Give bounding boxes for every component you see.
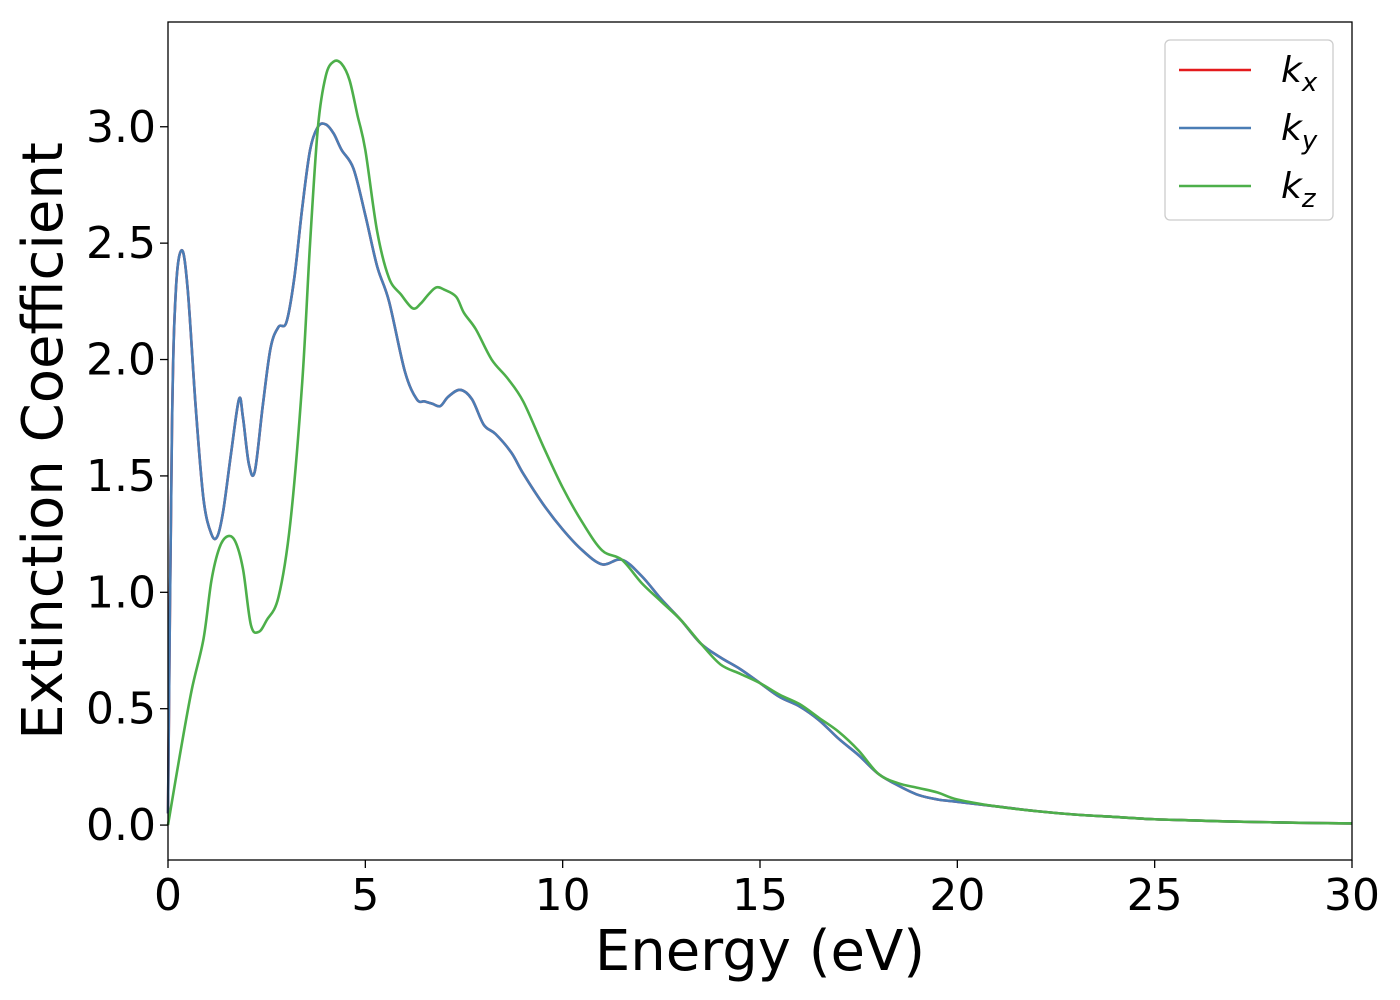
y-tick-label: 3.0: [86, 102, 156, 153]
x-axis: 0 5 10 15 20 25 30: [154, 860, 1380, 921]
y-axis: 0.0 0.5 1.0 1.5 2.0 2.5 3.0: [86, 102, 168, 851]
y-tick-label: 2.5: [86, 218, 156, 269]
y-tick-label: 1.5: [86, 451, 156, 502]
x-tick-label: 30: [1324, 870, 1380, 921]
series-line-kz: [166, 59, 1353, 826]
x-tick-label: 10: [535, 870, 591, 921]
legend-box: [1164, 39, 1334, 221]
legend-label-kx: kx: [1281, 50, 1318, 98]
legend-label-ky: ky: [1281, 108, 1318, 156]
x-tick-label: 25: [1127, 870, 1183, 921]
y-tick-label: 0.0: [86, 800, 156, 851]
legend-label-kz: kz: [1281, 166, 1317, 214]
legend: kx ky kz: [1164, 39, 1334, 221]
series-layer: [166, 59, 1353, 826]
x-tick-label: 15: [732, 870, 788, 921]
y-axis-label: Extinction Coefficient: [11, 142, 76, 740]
x-tick-label: 20: [929, 870, 985, 921]
series-line-ky: [166, 122, 1353, 825]
y-tick-label: 1.0: [86, 567, 156, 618]
x-tick-label: 0: [154, 870, 182, 921]
x-axis-label: Energy (eV): [595, 919, 925, 984]
y-tick-label: 0.5: [86, 684, 156, 735]
y-tick-label: 2.0: [86, 335, 156, 386]
x-tick-label: 5: [351, 870, 379, 921]
